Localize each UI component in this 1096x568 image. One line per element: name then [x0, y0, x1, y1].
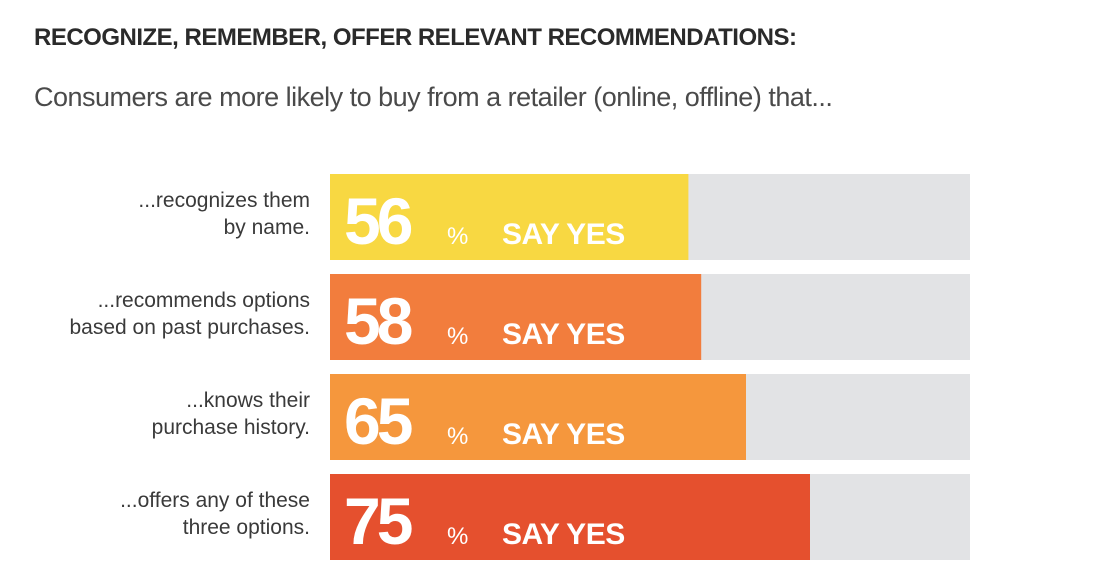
bar-group: ...offers any of these three options. 75% S… — [120, 474, 970, 560]
bar-group: ...knows their purchase history. 65% SAY YE… — [152, 374, 970, 460]
percent-sign: % — [447, 223, 468, 250]
chart-title: RECOGNIZE, REMEMBER, OFFER RELEVANT RECO… — [34, 24, 797, 51]
category-label: ...recognizes them — [138, 189, 310, 212]
bar — [330, 274, 702, 360]
category-label: three options. — [183, 516, 310, 539]
category-label: ...knows their — [186, 389, 310, 412]
percent-sign: % — [447, 523, 468, 550]
category-label: purchase history. — [152, 416, 310, 439]
say-yes-label: SAY YES — [502, 418, 625, 451]
percent-sign: % — [447, 423, 468, 450]
say-yes-label: SAY YES — [502, 218, 625, 251]
bar — [330, 474, 810, 560]
category-label: ...offers any of these — [120, 489, 310, 512]
bar-group: ...recognizes them by name. 56% SAY YES — [138, 174, 970, 260]
percent-sign: % — [447, 323, 468, 350]
bar — [330, 374, 746, 460]
value-label: 58 — [344, 284, 412, 358]
bar — [330, 174, 689, 260]
chart-subtitle: Consumers are more likely to buy from a … — [34, 82, 833, 112]
category-label: ...recommends options — [98, 289, 310, 312]
say-yes-label: SAY YES — [502, 518, 625, 551]
value-label: 65 — [344, 384, 412, 458]
value-label: 75 — [344, 484, 412, 558]
category-label: by name. — [224, 216, 310, 239]
category-label: based on past purchases. — [70, 316, 311, 339]
value-label: 56 — [344, 184, 412, 258]
say-yes-label: SAY YES — [502, 318, 625, 351]
bar-group: ...recommends options based on past purch… — [70, 274, 970, 360]
